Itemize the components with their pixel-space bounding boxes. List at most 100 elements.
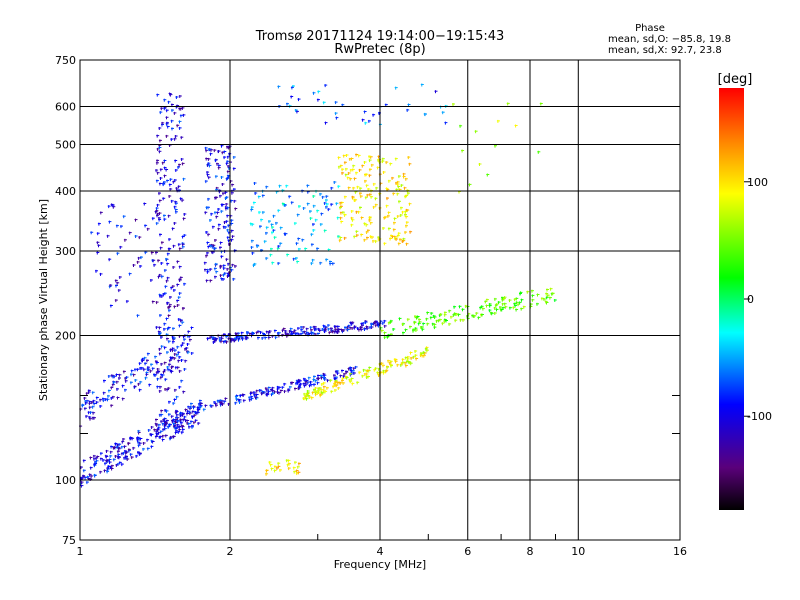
- data-point: [89, 400, 91, 404]
- data-point: [172, 402, 174, 406]
- data-point: [395, 360, 397, 364]
- data-point: [159, 139, 161, 143]
- data-point: [218, 399, 220, 403]
- data-point: [484, 300, 486, 304]
- data-point: [205, 157, 207, 161]
- data-point: [186, 412, 188, 416]
- data-point: [410, 351, 411, 355]
- data-point: [110, 404, 112, 408]
- data-point: [227, 155, 229, 159]
- data-point: [167, 368, 169, 372]
- data-point: [361, 164, 363, 168]
- data-point: [296, 242, 297, 246]
- data-point: [168, 314, 170, 318]
- data-point: [250, 208, 252, 212]
- data-point: [171, 199, 173, 203]
- data-point: [554, 299, 556, 302]
- data-point: [230, 219, 232, 223]
- data-point: [108, 220, 110, 224]
- data-point: [167, 125, 169, 129]
- data-point: [216, 211, 218, 215]
- data-point: [316, 209, 318, 213]
- data-point: [138, 437, 140, 441]
- data-point: [180, 379, 182, 383]
- data-point: [207, 268, 209, 272]
- data-point: [409, 230, 411, 234]
- data-point: [187, 351, 189, 355]
- data-point: [314, 379, 316, 383]
- data-point: [241, 331, 243, 335]
- data-point: [343, 375, 345, 379]
- data-point: [313, 375, 315, 379]
- data-point: [123, 370, 125, 374]
- data-point: [171, 103, 173, 107]
- data-point: [486, 304, 487, 308]
- data-point: [227, 262, 229, 266]
- data-point: [313, 383, 315, 387]
- data-point: [352, 369, 354, 373]
- data-point: [162, 183, 164, 187]
- data-point: [334, 380, 336, 384]
- data-point: [264, 240, 266, 244]
- data-point: [398, 175, 400, 179]
- data-point: [303, 377, 305, 381]
- data-point: [321, 328, 323, 331]
- data-point: [435, 90, 436, 94]
- data-point: [375, 203, 377, 207]
- data-point: [183, 338, 185, 342]
- data-point: [138, 444, 140, 448]
- data-point: [156, 159, 158, 163]
- data-point: [405, 364, 407, 368]
- data-point: [338, 156, 340, 160]
- data-point: [89, 417, 91, 421]
- data-point: [330, 327, 332, 331]
- data-point: [280, 226, 282, 230]
- data-point: [368, 119, 370, 123]
- data-point: [296, 472, 298, 476]
- data-point: [161, 123, 163, 127]
- data-point: [214, 196, 216, 200]
- data-point: [220, 255, 222, 259]
- data-point: [426, 322, 428, 326]
- data-point: [265, 257, 267, 261]
- data-point: [537, 150, 539, 154]
- data-point: [96, 459, 97, 463]
- data-point: [383, 171, 385, 174]
- data-point: [206, 171, 208, 175]
- data-point: [99, 398, 101, 402]
- data-point: [116, 445, 118, 449]
- data-point: [351, 321, 353, 325]
- data-point: [168, 413, 170, 417]
- data-point: [342, 329, 344, 332]
- data-point: [210, 152, 211, 156]
- data-point: [385, 370, 387, 374]
- data-point: [166, 301, 168, 305]
- data-point: [370, 221, 372, 225]
- data-point: [402, 237, 404, 241]
- data-point: [319, 329, 321, 333]
- data-point: [226, 145, 228, 149]
- data-point: [120, 225, 122, 229]
- data-point: [440, 105, 442, 109]
- data-point: [192, 410, 194, 414]
- data-point: [100, 272, 101, 276]
- data-point: [325, 205, 327, 209]
- data-point: [275, 221, 277, 225]
- data-point: [180, 414, 182, 418]
- data-point: [515, 124, 517, 128]
- data-point: [377, 158, 379, 162]
- data-point: [216, 162, 218, 166]
- data-point: [362, 118, 364, 122]
- data-point: [220, 250, 222, 254]
- data-point: [268, 390, 269, 394]
- data-point: [443, 320, 445, 324]
- data-point: [226, 177, 228, 181]
- data-point: [479, 306, 481, 310]
- data-point: [406, 360, 408, 364]
- data-point: [324, 328, 326, 332]
- data-point: [90, 231, 92, 235]
- data-point: [168, 363, 170, 367]
- data-point: [144, 362, 146, 366]
- data-point: [251, 223, 253, 227]
- data-point: [88, 477, 89, 481]
